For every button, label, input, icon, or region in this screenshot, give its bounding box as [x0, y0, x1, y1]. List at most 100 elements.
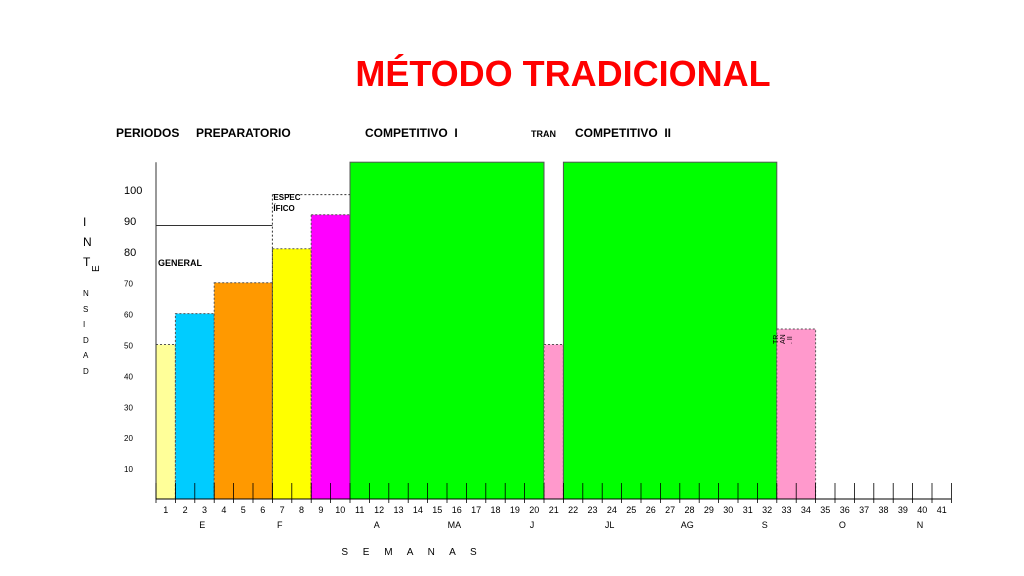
x-tick-label: 30	[723, 505, 733, 515]
bar-5	[310, 214, 351, 500]
x-tick-label: 25	[626, 505, 636, 515]
x-tick-label: 23	[587, 505, 597, 515]
bar-9	[776, 328, 817, 500]
month-label: E	[199, 520, 205, 530]
month-label: AG	[681, 520, 694, 530]
x-tick-label: 14	[413, 505, 423, 515]
month-label: O	[839, 520, 846, 530]
annotation-line: . II	[787, 336, 794, 344]
month-label: F	[277, 520, 283, 530]
x-tick-label: 33	[781, 505, 791, 515]
month-label: MA	[448, 520, 462, 530]
month-label: A	[374, 520, 380, 530]
phase-label-general: GENERAL	[158, 258, 203, 268]
x-tick-label: 32	[762, 505, 772, 515]
phase-label-especifico: ESPEC ÍFICO	[273, 193, 300, 213]
bar-8	[562, 161, 778, 500]
x-tick-label: 2	[183, 505, 188, 515]
x-tick-label: 17	[471, 505, 481, 515]
month-label: S	[762, 520, 768, 530]
month-label: JL	[605, 520, 615, 530]
y-label-letter: I	[83, 320, 85, 329]
month-label: J	[530, 520, 535, 530]
month-label: N	[917, 520, 924, 530]
y-label-letter: A	[83, 351, 89, 360]
x-tick-label: 37	[859, 505, 869, 515]
x-axis-label: S E M A N A S	[341, 547, 482, 558]
x-tick-label: 12	[374, 505, 384, 515]
x-tick-label: 26	[646, 505, 656, 515]
y-label-letter: D	[83, 336, 89, 345]
x-tick-label: 16	[452, 505, 462, 515]
y-axis: 100 90 80 70 60 50 40 30 20 10	[124, 185, 142, 474]
x-tick-label: 27	[665, 505, 675, 515]
annotation-line: TR	[773, 335, 780, 344]
bar-4	[271, 248, 312, 500]
y-tick-label: 60	[124, 311, 133, 320]
y-tick-label: 70	[124, 280, 133, 289]
x-tick-label: 11	[355, 505, 364, 515]
x-tick-label: 39	[898, 505, 908, 515]
bar-6	[349, 161, 545, 500]
x-tick-label: 7	[280, 505, 285, 515]
x-tick-label: 9	[318, 505, 323, 515]
x-tick-label: 5	[241, 505, 246, 515]
x-tick-label: 35	[820, 505, 830, 515]
x-tick-label: 21	[549, 505, 559, 515]
bars-layer	[155, 161, 817, 500]
x-tick-label: 1	[163, 505, 168, 515]
y-tick-label: 20	[124, 434, 133, 443]
period-label: COMPETITIVO II	[575, 126, 671, 140]
x-tick-label: 34	[801, 505, 811, 515]
x-axis: 1 2 3 4 5 6 7 8 9 10 11 12 13 14 15 16 17 18 19 20 21 22 23 24 2…	[155, 483, 952, 515]
month-labels: E F A MA J JL AG S O N	[199, 520, 923, 530]
y-tick-label: 30	[124, 403, 133, 412]
x-tick-label: 41	[937, 505, 947, 515]
y-tick-label: 40	[124, 372, 133, 381]
period-label: PREPARATORIO	[196, 126, 291, 140]
x-tick-label: 6	[260, 505, 265, 515]
x-tick-label: 4	[221, 505, 226, 515]
y-label-letter: N	[83, 289, 89, 298]
y-label-letter: D	[83, 367, 89, 376]
y-tick-label: 50	[124, 342, 133, 351]
x-tick-label: 13	[393, 505, 403, 515]
bar-1	[155, 344, 176, 500]
x-tick-label: 10	[335, 505, 345, 515]
y-tick-label: 90	[124, 216, 136, 228]
x-tick-label: 18	[490, 505, 500, 515]
x-tick-label: 38	[878, 505, 888, 515]
chart-title: MÉTODO TRADICIONAL	[355, 53, 770, 94]
x-tick-label: 22	[568, 505, 578, 515]
y-label-letter: N	[83, 235, 92, 249]
annotation-line: AN	[780, 334, 787, 344]
bar-7	[543, 344, 564, 500]
x-tick-label: 20	[529, 505, 539, 515]
periods-label: PERIODOS	[116, 126, 179, 140]
period-label: COMPETITIVO I	[365, 126, 458, 140]
x-tick-label: 15	[432, 505, 442, 515]
x-tick-label: 28	[684, 505, 694, 515]
phase-layer: GENERAL ESPEC ÍFICO	[155, 162, 350, 499]
period-labels: PREPARATORIO COMPETITIVO I TRAN COMPETITIVO…	[196, 126, 671, 140]
y-label-letter: T	[83, 255, 91, 269]
x-tick-label: 3	[202, 505, 207, 515]
bar-3	[213, 282, 273, 500]
y-label-letter: E	[91, 265, 102, 272]
y-label-letter: I	[83, 215, 86, 229]
period-label: TRAN	[531, 129, 556, 139]
x-tick-label: 31	[743, 505, 753, 515]
x-tick-label: 8	[299, 505, 304, 515]
x-tick-label: 29	[704, 505, 714, 515]
y-tick-label: 100	[124, 185, 142, 197]
bar-2	[174, 313, 215, 500]
y-tick-label: 80	[124, 247, 136, 259]
x-tick-label: 19	[510, 505, 520, 515]
x-tick-label: 40	[917, 505, 927, 515]
bar-annotation: TR AN. II	[773, 334, 794, 344]
y-tick-label: 10	[124, 465, 133, 474]
x-tick-label: 36	[840, 505, 850, 515]
y-label-letter: S	[83, 305, 88, 314]
